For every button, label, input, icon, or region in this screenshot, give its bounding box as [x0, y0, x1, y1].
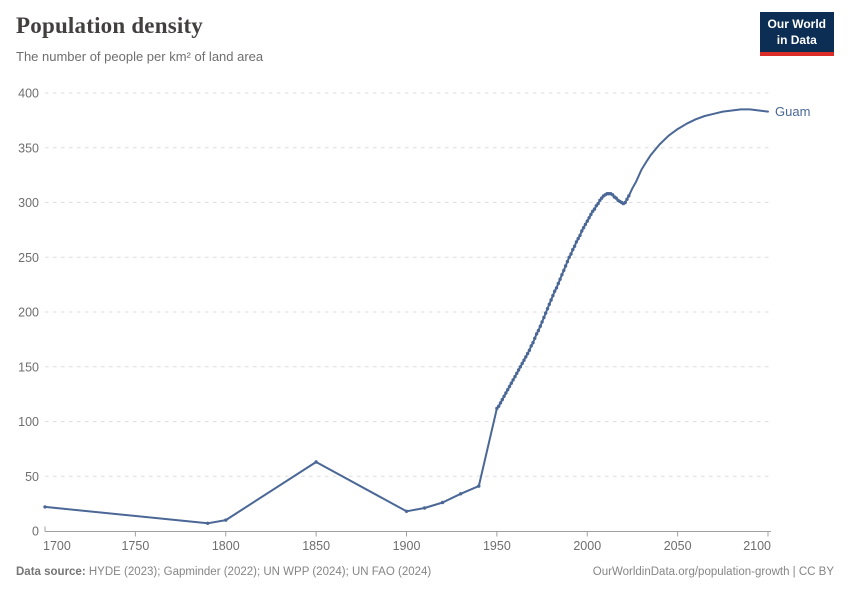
data-point — [43, 505, 47, 509]
data-point — [560, 273, 564, 277]
data-point — [558, 277, 562, 281]
data-point — [580, 229, 584, 233]
y-tick-label: 200 — [18, 306, 39, 320]
data-point — [518, 365, 523, 369]
x-tick-label: 1800 — [212, 539, 240, 553]
y-tick-label: 150 — [18, 360, 39, 374]
data-point — [224, 518, 228, 522]
data-point — [553, 289, 557, 293]
data-point — [538, 324, 542, 328]
data-point — [627, 194, 631, 198]
data-point — [578, 233, 582, 238]
series-end-label[interactable]: Guam — [775, 104, 810, 119]
data-point — [536, 328, 541, 333]
data-point — [477, 484, 481, 488]
data-point — [422, 506, 427, 510]
x-tick-label: 2000 — [573, 539, 601, 553]
data-point — [565, 259, 570, 264]
data-point — [522, 358, 526, 362]
x-tick-label: 1900 — [393, 539, 421, 553]
data-point — [545, 307, 550, 311]
data-point — [583, 222, 588, 227]
data-point — [529, 344, 533, 348]
y-tick-label: 100 — [18, 415, 39, 429]
data-point — [533, 336, 537, 340]
data-point — [547, 302, 551, 306]
data-point — [551, 293, 555, 298]
owid-logo[interactable]: Our World in Data — [759, 12, 834, 57]
data-point — [206, 521, 210, 525]
data-point — [527, 348, 532, 352]
data-point — [576, 236, 580, 241]
data-point — [498, 401, 503, 405]
data-point — [581, 226, 586, 230]
data-point — [562, 268, 566, 273]
y-tick-label: 50 — [25, 470, 39, 484]
x-tick-label: 2050 — [664, 539, 692, 553]
data-point — [569, 252, 573, 256]
data-source-text: HYDE (2023); Gapminder (2022); UN WPP (2… — [85, 566, 432, 578]
y-tick-label: 250 — [18, 251, 39, 265]
data-point — [504, 391, 508, 395]
series-line-guam[interactable] — [44, 108, 769, 525]
y-tick-label: 0 — [32, 525, 39, 539]
data-point — [587, 216, 591, 220]
x-tick-label: 1850 — [302, 539, 330, 553]
data-point — [497, 404, 501, 408]
data-point — [585, 219, 589, 223]
chart-header: Population density The number of people … — [16, 12, 263, 64]
data-point — [513, 374, 517, 379]
data-point — [511, 378, 515, 382]
data-point — [314, 460, 318, 464]
data-point — [509, 381, 513, 385]
data-point — [500, 397, 504, 402]
x-tick-label: 1950 — [483, 539, 511, 553]
data-point — [520, 361, 524, 366]
data-point — [556, 281, 560, 286]
x-tick-label: 1750 — [121, 539, 149, 553]
data-point — [623, 200, 627, 205]
data-point — [440, 500, 445, 505]
y-tick-label: 350 — [18, 141, 39, 155]
data-point — [549, 298, 553, 302]
data-point — [506, 388, 510, 392]
data-point — [544, 311, 548, 315]
chart-canvas: 0 50 100 150 200 250 300 350 400 1700 1750 1800 1850… — [18, 87, 810, 554]
data-point — [507, 384, 512, 389]
data-point — [524, 355, 528, 359]
data-point — [589, 212, 593, 217]
data-point — [554, 286, 559, 290]
data-point — [540, 320, 544, 324]
data-point — [502, 394, 506, 398]
chart-footer: Data source: HYDE (2023); Gapminder (202… — [16, 566, 834, 578]
data-point — [515, 371, 519, 375]
data-point — [567, 255, 571, 259]
y-tick-label: 300 — [18, 196, 39, 210]
data-point — [592, 207, 597, 211]
data-point — [531, 341, 535, 345]
owid-logo-line2: in Data — [776, 32, 817, 47]
data-point — [574, 240, 579, 244]
page-title: Population density — [16, 13, 204, 38]
data-point — [534, 332, 539, 336]
data-source-label: Data source: — [16, 566, 86, 578]
x-tick-label: 1700 — [43, 539, 71, 553]
y-tick-label: 400 — [18, 87, 39, 101]
data-point — [459, 492, 463, 496]
data-point — [404, 509, 409, 513]
data-point — [596, 201, 600, 206]
data-source: Data source: HYDE (2023); Gapminder (202… — [16, 566, 431, 578]
data-point — [525, 351, 530, 356]
data-point — [625, 197, 629, 201]
data-point — [542, 315, 546, 320]
data-point — [571, 247, 575, 252]
chart-subtitle: The number of people per km² of land are… — [16, 48, 264, 64]
owid-logo-line1: Our World — [767, 17, 826, 31]
x-tick-label: 2100 — [743, 539, 771, 553]
data-point — [572, 244, 577, 248]
data-point — [516, 368, 521, 372]
credit-link[interactable]: OurWorldinData.org/population-growth | C… — [592, 566, 834, 578]
data-point — [563, 264, 568, 268]
